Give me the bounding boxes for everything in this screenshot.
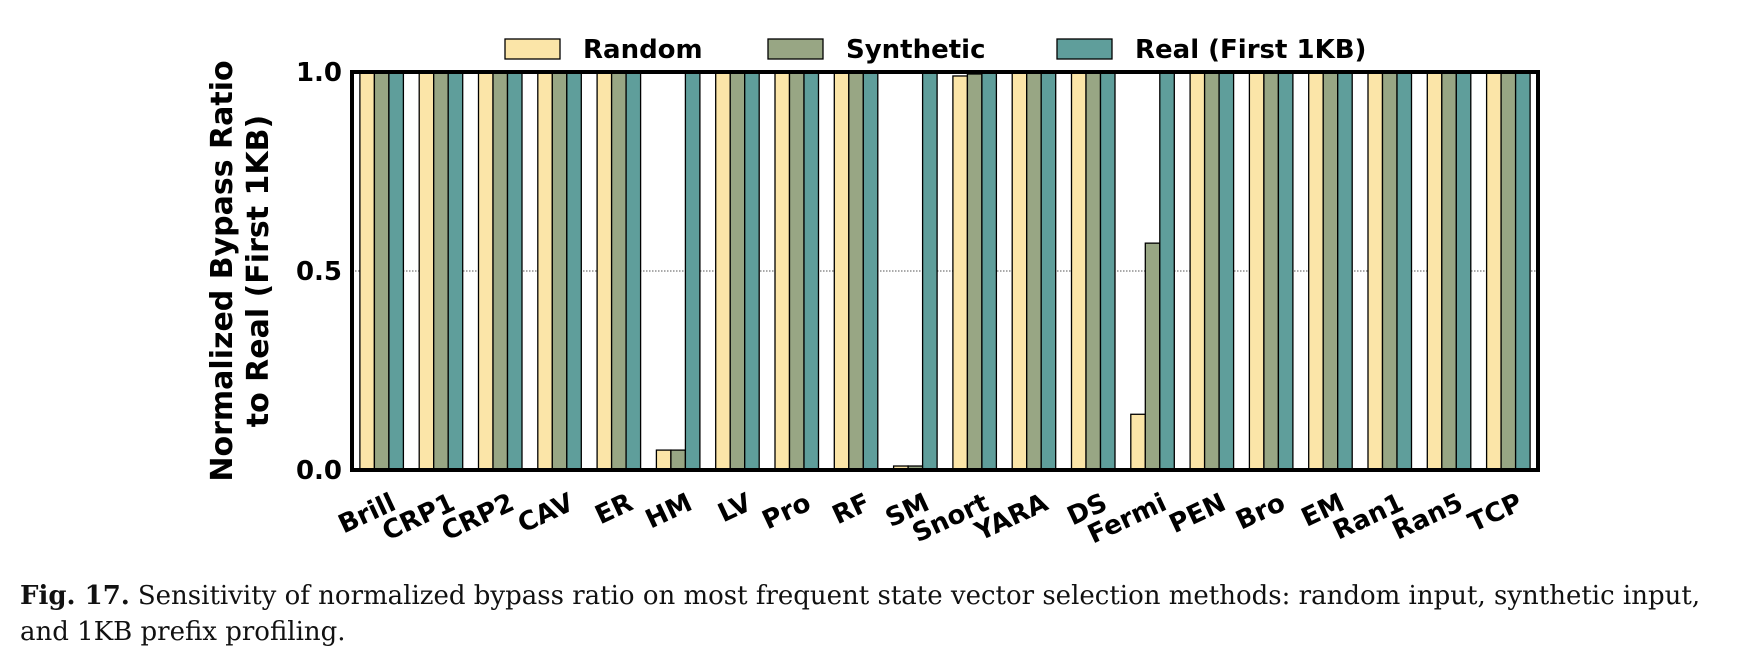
- figure-caption: Fig. 17. Sensitivity of normalized bypass…: [20, 578, 1720, 650]
- y-axis-label-line: Normalized Bypass Ratio: [205, 60, 240, 481]
- bar-real-first-1kb-sm: [921, 71, 938, 471]
- x-tick-label: Bro: [1231, 488, 1289, 537]
- bar-synthetic-brill: [373, 71, 390, 471]
- bar-real-first-1kb-cav: [566, 71, 582, 471]
- bar-synthetic-ds: [1085, 71, 1102, 471]
- bar-random-ran1: [1367, 71, 1384, 471]
- bar-random-brill: [359, 71, 376, 471]
- bar-synthetic-ran1: [1381, 71, 1398, 471]
- x-tick-label: CAV: [513, 488, 578, 540]
- bar-real-first-1kb-fermi: [1159, 71, 1175, 471]
- bar-synthetic-er: [610, 71, 627, 471]
- legend-swatch: [767, 38, 824, 60]
- caption-text: Sensitivity of normalized bypass ratio o…: [20, 581, 1701, 647]
- x-tick-label: PEN: [1165, 488, 1231, 540]
- bar-real-first-1kb-brill: [388, 71, 405, 471]
- y-tick-label: 0.5: [296, 257, 342, 287]
- bar-synthetic-snort: [966, 73, 983, 471]
- y-tick-label: 0.0: [296, 456, 342, 486]
- bar-random-cav: [537, 71, 553, 471]
- bar-random-crp1: [418, 71, 435, 471]
- bar-real-first-1kb-bro: [1277, 71, 1294, 471]
- bar-real-first-1kb-ran5: [1455, 71, 1472, 471]
- bar-synthetic-ran5: [1441, 71, 1457, 471]
- bar-random-ds: [1070, 71, 1087, 471]
- bar-random-ran5: [1426, 71, 1443, 471]
- x-tick-label: HM: [641, 488, 697, 535]
- bar-random-lv: [715, 71, 731, 471]
- bar-real-first-1kb-em: [1337, 71, 1353, 471]
- y-tick-label: 1.0: [296, 58, 342, 88]
- legend-label: Random: [583, 35, 703, 65]
- bar-real-first-1kb-crp1: [447, 71, 464, 471]
- bar-synthetic-pen: [1203, 71, 1220, 471]
- legend-label: Synthetic: [846, 35, 986, 65]
- bar-synthetic-fermi: [1144, 242, 1161, 471]
- x-tick-label: RF: [828, 488, 875, 531]
- bar-synthetic-yara: [1026, 71, 1042, 471]
- bar-real-first-1kb-snort: [981, 71, 998, 471]
- bar-random-pro: [774, 71, 791, 471]
- bar-real-first-1kb-pro: [803, 71, 820, 471]
- legend-swatch: [504, 38, 561, 60]
- figure-label: Fig. 17.: [20, 581, 130, 611]
- bar-real-first-1kb-lv: [744, 71, 760, 471]
- bar-synthetic-hm: [670, 449, 687, 471]
- bar-random-yara: [1011, 71, 1028, 471]
- grid-lines: [352, 71, 1538, 471]
- bar-real-first-1kb-tcp: [1514, 71, 1531, 471]
- bar-random-pen: [1189, 71, 1206, 471]
- bar-random-rf: [833, 71, 850, 471]
- bar-random-tcp: [1485, 71, 1502, 471]
- bar-synthetic-em: [1322, 71, 1339, 471]
- bar-real-first-1kb-pen: [1218, 71, 1235, 471]
- bar-real-first-1kb-ds: [1099, 71, 1116, 471]
- y-axis-label-line: to Real (First 1KB): [241, 115, 276, 427]
- x-tick-label: ER: [591, 488, 638, 531]
- bar-real-first-1kb-er: [625, 71, 642, 471]
- bar-synthetic-tcp: [1500, 71, 1517, 471]
- bar-random-crp2: [477, 71, 494, 471]
- legend: Random Synthetic Real (First 1KB): [504, 35, 1366, 65]
- bar-synthetic-bro: [1263, 71, 1280, 471]
- bar-real-first-1kb-ran1: [1396, 71, 1413, 471]
- x-tick-label: Pro: [758, 488, 816, 536]
- bar-synthetic-pro: [788, 71, 805, 471]
- bar-random-snort: [952, 75, 969, 471]
- bar-random-hm: [655, 449, 672, 471]
- x-tick-label: LV: [714, 488, 757, 529]
- bar-synthetic-crp1: [433, 71, 449, 471]
- bar-random-em: [1308, 71, 1324, 471]
- bar-real-first-1kb-rf: [862, 71, 879, 471]
- bar-real-first-1kb-yara: [1040, 71, 1057, 471]
- bar-real-first-1kb-hm: [684, 71, 701, 471]
- legend-swatch: [1056, 38, 1113, 60]
- y-axis-ticks: 0.0 0.5 1.0: [296, 58, 342, 486]
- bar-random-fermi: [1130, 413, 1146, 471]
- bar-synthetic-cav: [551, 71, 568, 471]
- y-axis-label: Normalized Bypass Ratio to Real (First 1K…: [205, 60, 276, 481]
- bar-synthetic-lv: [729, 71, 746, 471]
- bar-random-bro: [1248, 71, 1265, 471]
- x-tick-label: TCP: [1464, 488, 1527, 539]
- bar-real-first-1kb-crp2: [506, 71, 523, 471]
- bar-synthetic-rf: [848, 71, 864, 471]
- bar-random-er: [596, 71, 613, 471]
- bar-synthetic-crp2: [492, 71, 509, 471]
- legend-label: Real (First 1KB): [1135, 35, 1366, 65]
- plot-frame: [350, 70, 1540, 472]
